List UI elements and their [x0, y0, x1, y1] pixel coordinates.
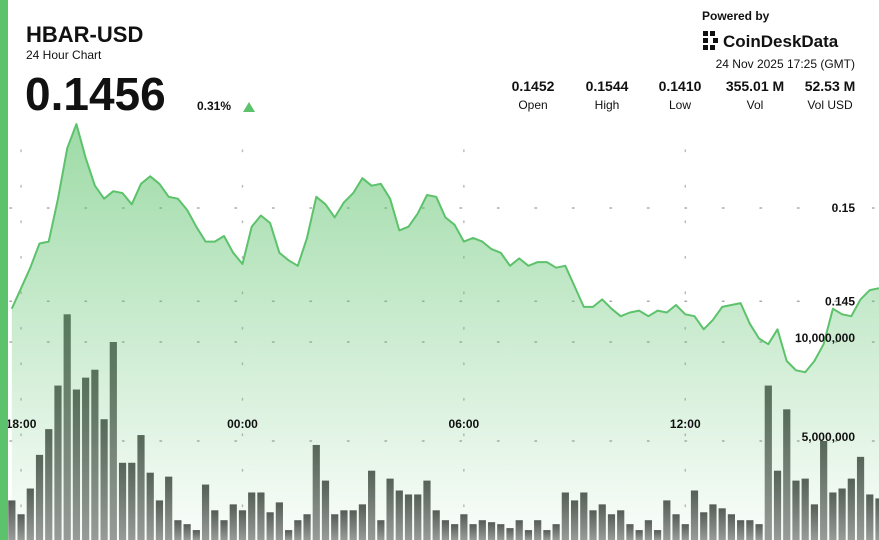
price-line [10, 123, 879, 374]
x-tick-label: 06:00 [449, 417, 480, 431]
stat-label: Low [669, 98, 691, 112]
stat-value: 355.01 M [726, 78, 784, 94]
stat-label: High [595, 98, 620, 112]
y-tick-label: 0.145 [825, 294, 855, 308]
stat-value: 0.1544 [586, 78, 629, 94]
title: HBAR-USD [26, 22, 143, 47]
stat-value: 0.1410 [659, 78, 702, 94]
timestamp: 24 Nov 2025 17:25 (GMT) [716, 57, 855, 71]
y2-tick-label: 5,000,000 [802, 430, 856, 444]
x-tick-label: 00:00 [227, 417, 258, 431]
x-tick-label: 12:00 [670, 417, 701, 431]
x-tick-label: 18:00 [6, 417, 37, 431]
y-tick-label: 0.15 [832, 201, 856, 215]
stat-value: 0.1452 [512, 78, 555, 94]
up-arrow [243, 102, 255, 112]
price-area [11, 124, 879, 540]
accent-stripe [0, 0, 8, 540]
y2-tick-label: 10,000,000 [795, 331, 855, 345]
labels: 18:00 00:00 06:00 12:00 0.15 0.145 5,000,000 10… [6, 201, 856, 444]
powered-by: Powered by [702, 9, 770, 23]
brand: CoinDeskData [723, 32, 839, 51]
brand-logo [703, 31, 718, 50]
plot-area [8, 123, 879, 540]
stat-value: 52.53 M [805, 78, 856, 94]
stat-label: Vol [747, 98, 764, 112]
stat-label: Open [518, 98, 547, 112]
price: 0.1456 [25, 68, 166, 120]
subtitle: 24 Hour Chart [26, 48, 102, 62]
stats: 0.1452 Open 0.1544 High 0.1410 Low 355.01 M Vol… [512, 78, 856, 112]
stat-label: Vol USD [807, 98, 853, 112]
change: 0.31% [197, 99, 231, 113]
